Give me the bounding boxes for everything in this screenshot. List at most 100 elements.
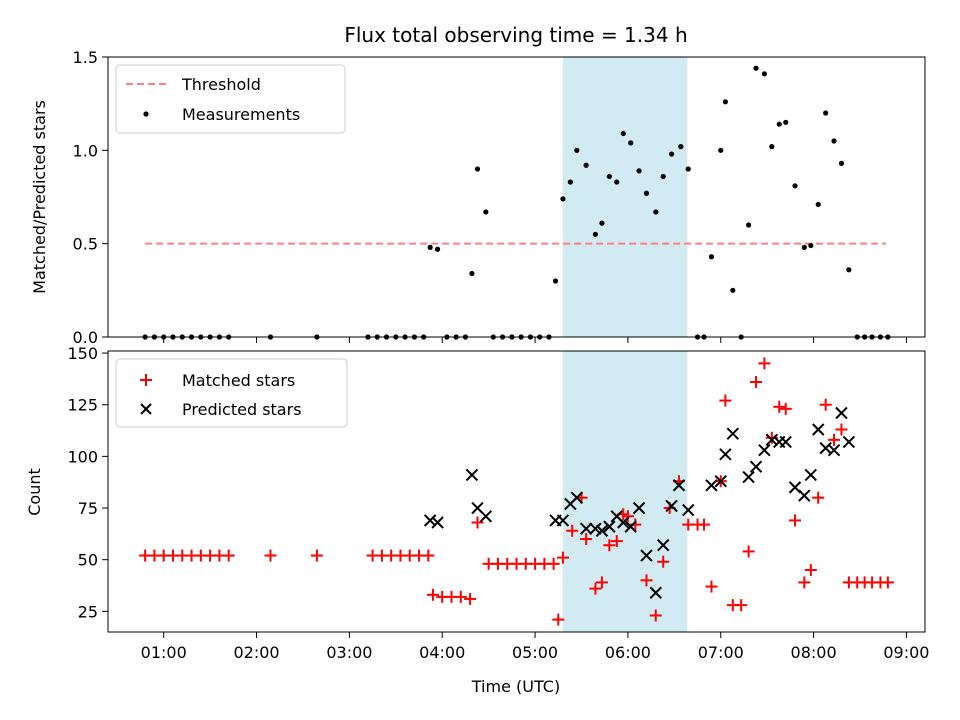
matched-star-point <box>698 518 711 531</box>
measurement-point <box>620 130 626 137</box>
predicted-star-point <box>632 501 646 515</box>
observing-span <box>562 57 688 337</box>
predicted-star-point <box>714 474 727 488</box>
x-tick-label: 07:00 <box>698 643 744 662</box>
measurement-point <box>474 166 481 172</box>
measurement-point <box>815 201 821 208</box>
x-tick-label: 01:00 <box>141 643 187 662</box>
predicted-star-point <box>649 586 662 599</box>
measurement-point <box>783 119 789 125</box>
predicted-star-point <box>682 503 695 517</box>
matched-star-point <box>705 580 718 593</box>
predicted-star-point <box>705 479 718 492</box>
predicted-star-point <box>665 499 678 513</box>
matched-star-point <box>750 375 763 388</box>
matched-star-point <box>580 533 593 546</box>
measurement-point <box>643 190 650 196</box>
measurement-point <box>614 179 620 185</box>
measurement-point <box>592 231 599 237</box>
x-tick-label: 08:00 <box>791 643 837 662</box>
measurement-point <box>792 183 798 189</box>
matched-star-point <box>828 433 841 446</box>
measurement-point <box>427 244 433 250</box>
predicted-star-point <box>779 435 792 449</box>
predicted-star-point <box>465 468 479 482</box>
measurement-point <box>653 209 659 215</box>
measurement-point <box>838 160 845 166</box>
x-tick-label: 04:00 <box>419 643 465 662</box>
matched-star-point <box>758 357 771 370</box>
legend-predicted-swatch <box>140 403 152 415</box>
predicted-star-point <box>595 524 609 537</box>
matched-star-point <box>222 549 235 562</box>
count-legend-box <box>115 358 348 428</box>
predicted-star-point <box>798 489 811 502</box>
matched-star-point <box>595 576 608 589</box>
matched-star-point <box>812 491 825 504</box>
legend-measurements-label: Measurements <box>182 105 300 124</box>
measurement-point <box>434 246 441 252</box>
matched-star-point <box>621 510 634 523</box>
x-axis-label: Time (UTC) <box>471 677 560 696</box>
matched-star-point <box>552 613 565 626</box>
y-tick-label: 1.5 <box>73 48 98 67</box>
measurement-point <box>831 138 837 144</box>
predicted-star-point <box>804 468 818 482</box>
matched-star-point <box>881 576 894 589</box>
legend-matched-swatch <box>140 374 152 386</box>
measurement-point <box>560 196 566 202</box>
matched-star-point <box>426 588 439 601</box>
measurement-point <box>753 65 759 71</box>
predicted-star-point <box>835 406 848 420</box>
measurement-point <box>746 222 752 228</box>
ratio-legend-box <box>115 64 346 134</box>
measurement-point <box>567 179 573 185</box>
x-tick-label: 02:00 <box>233 643 279 662</box>
measurement-point <box>808 242 814 249</box>
matched-star-point <box>789 514 802 527</box>
matched-star-point <box>454 590 467 603</box>
ratio-legend: Threshold Measurements <box>115 64 346 134</box>
measurement-point <box>660 173 666 180</box>
predicted-star-point <box>749 460 763 473</box>
y-tick-label: 50 <box>78 551 98 570</box>
matched-star-point <box>603 539 616 552</box>
measurement-point <box>718 147 724 153</box>
x-tick-label: 06:00 <box>605 643 651 662</box>
x-tick-label: 03:00 <box>326 643 372 662</box>
x-tick-label: 05:00 <box>512 643 558 662</box>
matched-star-point <box>742 545 755 558</box>
matched-star-point <box>471 516 484 529</box>
measurement-point <box>552 278 559 284</box>
measurement-point <box>730 287 736 293</box>
measurement-point <box>846 267 852 273</box>
matched-star-point <box>719 394 732 407</box>
y-tick-label: 100 <box>67 447 98 466</box>
legend-threshold-label: Threshold <box>181 75 261 94</box>
y-tick-label: 0.5 <box>73 235 98 254</box>
observing-span <box>562 351 688 632</box>
y-tick-label: 25 <box>78 602 98 621</box>
predicted-star-point <box>765 433 779 447</box>
measurement-point <box>599 220 605 226</box>
measurement-point <box>668 151 675 157</box>
measurement-point <box>708 254 715 260</box>
predicted-star-point <box>579 522 593 535</box>
legend-measurements-swatch <box>143 111 149 117</box>
matched-star-point <box>566 524 579 537</box>
matched-star-point <box>835 423 848 436</box>
matched-star-point <box>264 549 277 562</box>
matched-star-point <box>779 402 792 415</box>
y-tick-label: 0.0 <box>73 328 98 347</box>
matched-star-point <box>556 551 569 564</box>
predicted-star-point <box>640 549 653 562</box>
matched-star-point <box>640 574 653 587</box>
measurement-point <box>801 244 807 250</box>
measurement-point <box>636 168 642 174</box>
ratio-plot-frame <box>107 56 926 338</box>
y-tick-label: 75 <box>78 499 98 518</box>
measurement-point <box>628 140 634 146</box>
measurement-point <box>483 209 489 215</box>
y-tick-label: 1.0 <box>73 141 98 160</box>
